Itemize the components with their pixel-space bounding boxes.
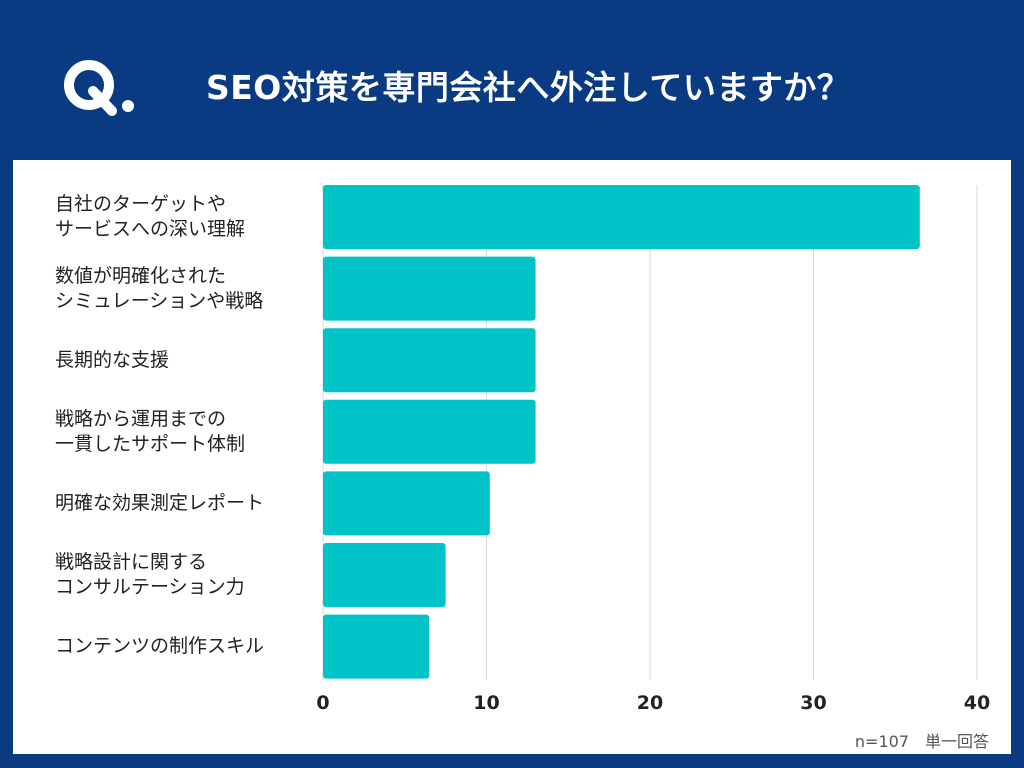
x-tick-label-40: 40 <box>963 692 991 714</box>
category-label-6: 戦略設計に関する コンサルテーション力 <box>55 551 245 598</box>
x-tick-label-10: 10 <box>473 692 500 714</box>
bar-1 <box>323 185 920 249</box>
category-label-2: 数値が明確化された シミュレーションや戦略 <box>55 264 264 312</box>
bar-4 <box>323 399 536 464</box>
category-label-3: 長期的な支援 <box>55 348 170 371</box>
category-label-4: 戦略から運用までの 一貫したサポート体制 <box>55 407 246 455</box>
category-label-1: 自社のターゲットや サービスへの深い理解 <box>55 193 246 240</box>
bar-6 <box>323 543 446 607</box>
bar-2 <box>323 256 536 321</box>
bar-5 <box>323 471 490 536</box>
x-tick-label-30: 30 <box>800 692 827 714</box>
sample-size-note: n=107 単一回答 <box>854 732 989 751</box>
page-title: SEO対策を専門会社へ外注していますか？ <box>206 68 851 107</box>
chart-panel: 自社のターゲットや サービスへの深い理解 数値が明確化された シミュレーションや戦… <box>13 160 1011 754</box>
header: SEO対策を専門会社へ外注していますか？ <box>0 0 1024 160</box>
bar-7 <box>323 614 430 679</box>
x-tick-label-20: 20 <box>636 692 664 714</box>
q-logo-icon <box>64 60 134 116</box>
category-label-5: 明確な効果測定レポート <box>55 491 265 514</box>
bar-3 <box>323 328 536 393</box>
bar-chart <box>322 185 978 680</box>
x-tick-label-0: 0 <box>316 692 330 714</box>
category-label-7: コンテンツの制作スキル <box>55 635 265 658</box>
